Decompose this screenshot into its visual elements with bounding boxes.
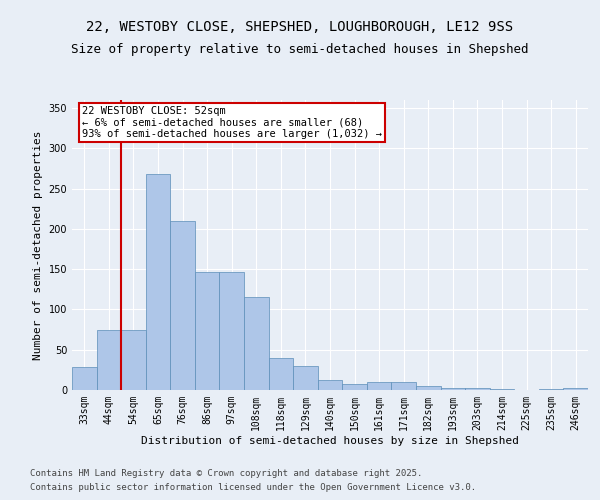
Bar [72,366,97,390]
Bar [170,221,195,390]
Bar [367,382,391,390]
Y-axis label: Number of semi-detached properties: Number of semi-detached properties [33,130,43,360]
Bar [97,330,121,390]
Text: Size of property relative to semi-detached houses in Shepshed: Size of property relative to semi-detach… [71,42,529,56]
X-axis label: Distribution of semi-detached houses by size in Shepshed: Distribution of semi-detached houses by … [141,436,519,446]
Bar [563,388,588,390]
Text: 22 WESTOBY CLOSE: 52sqm
← 6% of semi-detached houses are smaller (68)
93% of sem: 22 WESTOBY CLOSE: 52sqm ← 6% of semi-det… [82,106,382,139]
Bar [220,272,244,390]
Bar [342,384,367,390]
Bar [293,366,318,390]
Bar [318,380,342,390]
Text: Contains HM Land Registry data © Crown copyright and database right 2025.: Contains HM Land Registry data © Crown c… [30,468,422,477]
Bar [416,386,440,390]
Bar [195,272,220,390]
Bar [269,358,293,390]
Bar [465,388,490,390]
Bar [440,388,465,390]
Text: 22, WESTOBY CLOSE, SHEPSHED, LOUGHBOROUGH, LE12 9SS: 22, WESTOBY CLOSE, SHEPSHED, LOUGHBOROUG… [86,20,514,34]
Bar [391,382,416,390]
Bar [244,298,269,390]
Text: Contains public sector information licensed under the Open Government Licence v3: Contains public sector information licen… [30,484,476,492]
Bar [121,330,146,390]
Bar [539,389,563,390]
Bar [490,389,514,390]
Bar [146,174,170,390]
